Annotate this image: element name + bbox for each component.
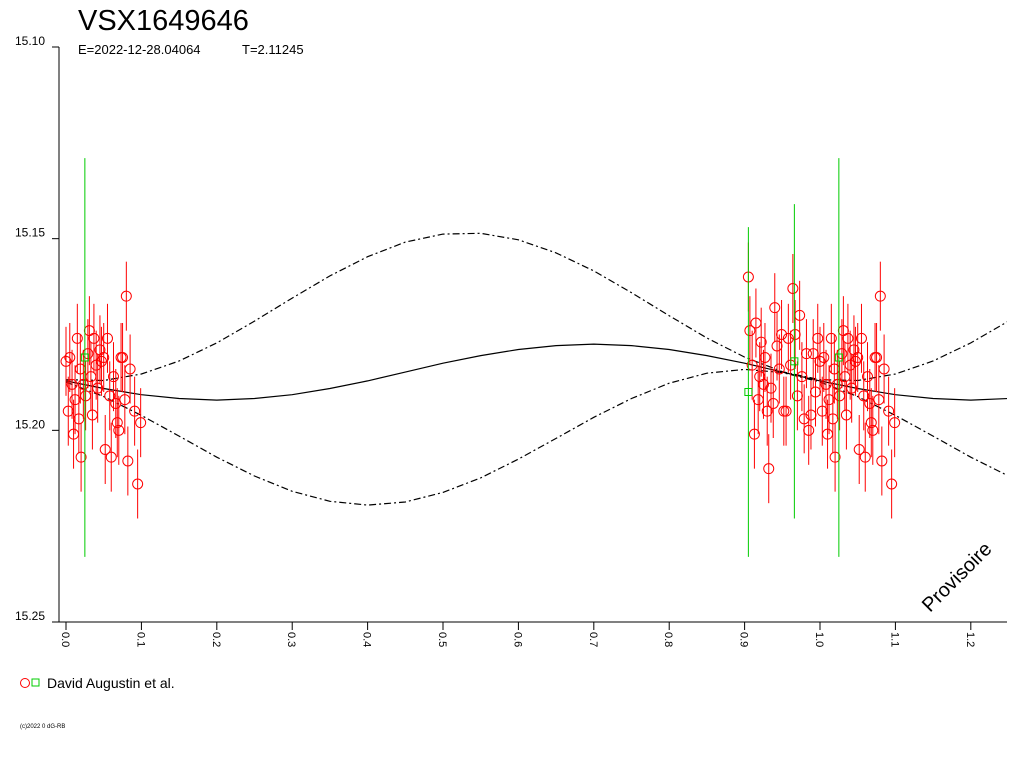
data-point <box>64 352 76 363</box>
plot-area <box>60 158 1007 557</box>
data-point <box>864 398 876 409</box>
data-point <box>773 363 785 375</box>
data-point <box>744 388 753 396</box>
data-point <box>852 352 864 363</box>
data-point <box>871 352 883 363</box>
data-point <box>818 352 830 363</box>
data-point <box>71 332 83 344</box>
x-tick-label: 0.1 <box>134 632 146 647</box>
x-tick-label: 0.4 <box>361 632 373 647</box>
epoch: E=2022-12-28.04064 <box>78 42 201 57</box>
x-tick-label: 0.6 <box>511 632 523 647</box>
data-point <box>122 455 134 467</box>
data-point <box>800 348 812 360</box>
watermark: Provisoire <box>918 538 996 616</box>
data-point <box>755 336 767 348</box>
x-tick-label: 0.7 <box>587 632 599 647</box>
data-point <box>98 352 110 363</box>
data-point <box>787 283 799 294</box>
data-point <box>874 290 886 302</box>
data-point <box>113 424 125 436</box>
data-point <box>853 444 865 455</box>
data-point <box>129 405 141 417</box>
data-point <box>867 424 879 436</box>
x-tick-label: 0.8 <box>662 632 674 647</box>
data-point <box>829 451 841 463</box>
data-point <box>80 353 89 362</box>
x-tick-label: 1.0 <box>813 632 825 647</box>
data-point <box>110 398 122 409</box>
data-point <box>763 463 775 475</box>
data-point <box>104 390 116 402</box>
data-point <box>108 371 120 383</box>
data-point <box>60 355 72 367</box>
data-point <box>761 405 773 417</box>
data-point <box>858 390 870 402</box>
data-point <box>765 382 777 394</box>
data-point <box>859 451 871 463</box>
data-point <box>878 363 890 375</box>
data-point <box>842 332 854 344</box>
data-point <box>88 332 100 344</box>
data-point <box>855 332 867 344</box>
y-tick-label: 15.15 <box>15 226 45 240</box>
data-point <box>111 417 123 429</box>
y-tick-label: 15.10 <box>15 34 45 48</box>
x-tick-label: 0.3 <box>285 632 297 647</box>
data-point <box>769 302 781 314</box>
data-point <box>105 451 117 463</box>
data-point <box>748 428 760 440</box>
data-point <box>776 329 788 340</box>
envelope-curve <box>65 232 1007 382</box>
legend-symbol <box>31 678 40 687</box>
period: T=2.11245 <box>242 42 304 57</box>
data-point <box>803 424 815 436</box>
data-point <box>101 332 113 344</box>
y-tick-label: 15.25 <box>15 609 45 623</box>
x-tick-label: 0.2 <box>210 632 222 647</box>
data-point <box>846 382 858 394</box>
data-point <box>75 451 87 463</box>
data-point <box>92 382 104 394</box>
data-point <box>825 332 837 344</box>
data-point <box>124 363 136 375</box>
x-tick-label: 0.9 <box>738 632 750 647</box>
data-point <box>135 417 147 429</box>
data-point <box>790 357 799 366</box>
legend-label: David Augustin et al. <box>47 675 175 691</box>
data-point <box>889 417 901 429</box>
legend-symbol <box>20 678 30 688</box>
data-point <box>780 405 792 417</box>
data-point <box>834 353 843 362</box>
data-point <box>759 352 771 363</box>
data-point <box>782 332 794 344</box>
data-point <box>812 332 824 344</box>
copyright: (c)2022 0 dG-RB <box>20 724 65 730</box>
chart-title: VSX1649646 <box>78 5 249 37</box>
data-point <box>120 290 132 302</box>
data-point <box>862 371 874 383</box>
data-point <box>132 478 144 490</box>
data-point <box>876 455 888 467</box>
data-point <box>820 378 832 390</box>
data-point <box>744 325 756 337</box>
data-point <box>865 417 877 429</box>
x-tick-label: 0.5 <box>436 632 448 647</box>
data-point <box>117 352 129 363</box>
data-point <box>883 405 895 417</box>
y-tick-label: 15.20 <box>15 417 45 431</box>
data-point <box>767 398 779 409</box>
x-tick-label: 1.1 <box>888 632 900 647</box>
data-point <box>99 444 111 455</box>
data-point <box>746 359 758 371</box>
data-point <box>814 355 826 367</box>
data-point <box>66 378 78 390</box>
x-tick-label: 0.0 <box>59 632 71 647</box>
x-tick-label: 1.2 <box>964 632 976 647</box>
data-point <box>886 478 898 490</box>
